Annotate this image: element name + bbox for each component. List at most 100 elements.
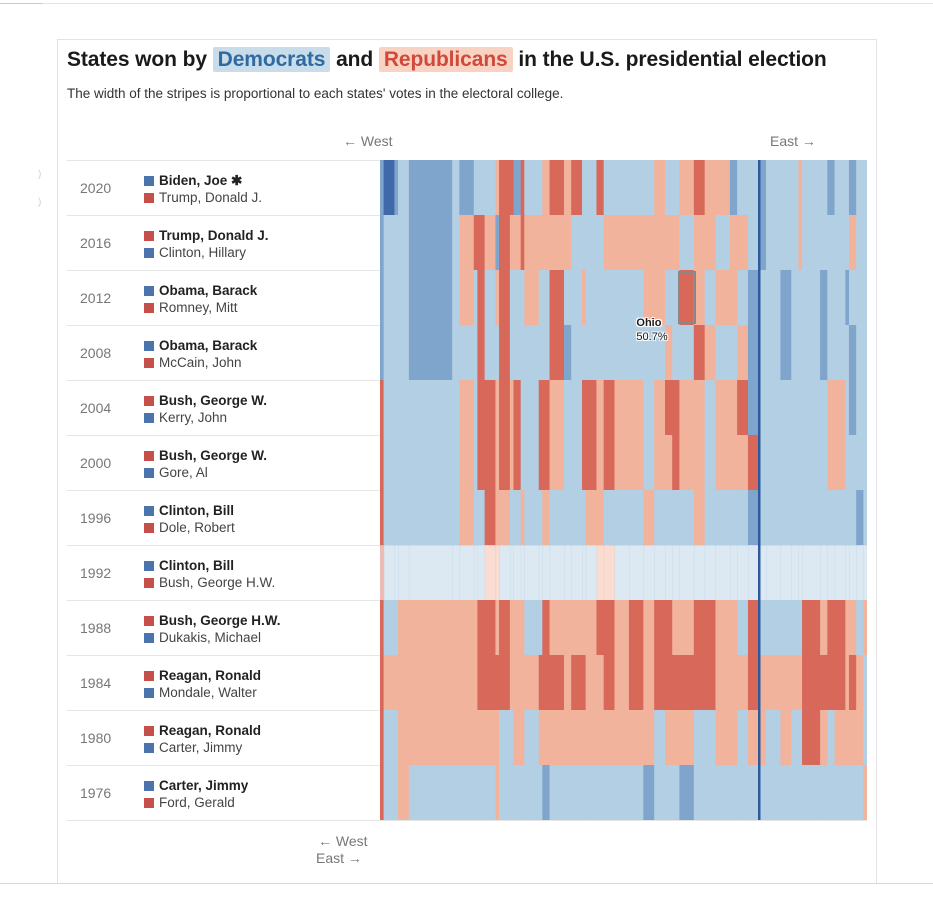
state-stripe[interactable] [513, 160, 522, 215]
state-stripe[interactable] [509, 325, 515, 380]
state-stripe[interactable] [394, 710, 399, 765]
state-stripe[interactable] [729, 545, 738, 600]
state-stripe[interactable] [596, 160, 605, 215]
state-stripe[interactable] [380, 160, 385, 215]
state-stripe[interactable] [459, 600, 475, 655]
state-stripe[interactable] [398, 270, 410, 325]
state-stripe[interactable] [765, 325, 782, 380]
state-stripe[interactable] [672, 215, 681, 270]
state-stripe[interactable] [477, 710, 486, 765]
state-stripe[interactable] [729, 325, 738, 380]
state-stripe[interactable] [383, 655, 396, 710]
state-stripe[interactable] [672, 490, 681, 545]
state-stripe[interactable] [765, 490, 782, 545]
state-stripe[interactable] [704, 655, 717, 710]
state-stripe[interactable] [542, 655, 551, 710]
state-stripe[interactable] [549, 600, 565, 655]
state-stripe[interactable] [585, 655, 598, 710]
state-stripe[interactable] [820, 655, 828, 710]
state-stripe[interactable] [693, 655, 706, 710]
state-stripe[interactable] [603, 765, 616, 820]
state-stripe[interactable] [452, 545, 460, 600]
state-stripe[interactable] [863, 325, 867, 380]
state-stripe[interactable] [520, 160, 525, 215]
state-stripe[interactable] [704, 435, 717, 490]
state-stripe[interactable] [571, 600, 583, 655]
state-stripe[interactable] [538, 215, 543, 270]
state-stripe[interactable] [820, 600, 828, 655]
state-stripe[interactable] [582, 710, 587, 765]
state-stripe[interactable] [747, 270, 760, 325]
state-stripe[interactable] [509, 600, 515, 655]
state-stripe[interactable] [596, 710, 605, 765]
state-stripe[interactable] [863, 160, 867, 215]
state-stripe[interactable] [499, 710, 511, 765]
state-stripe[interactable] [827, 215, 836, 270]
state-stripe[interactable] [614, 270, 630, 325]
state-stripe[interactable] [765, 435, 782, 490]
state-stripe[interactable] [614, 160, 630, 215]
state-stripe[interactable] [549, 545, 565, 600]
state-stripe[interactable] [408, 160, 453, 215]
state-stripe[interactable] [827, 765, 836, 820]
state-stripe[interactable] [614, 655, 630, 710]
state-stripe[interactable] [520, 215, 525, 270]
state-stripe[interactable] [758, 160, 767, 215]
state-stripe[interactable] [513, 710, 522, 765]
state-stripe[interactable] [585, 435, 598, 490]
state-stripe[interactable] [820, 710, 828, 765]
state-stripe[interactable] [398, 600, 410, 655]
state-stripe[interactable] [513, 600, 522, 655]
state-stripe[interactable] [585, 765, 598, 820]
state-stripe[interactable] [473, 710, 478, 765]
state-stripe[interactable] [509, 215, 515, 270]
state-stripe[interactable] [452, 600, 460, 655]
state-stripe[interactable] [380, 710, 385, 765]
state-stripe[interactable] [798, 380, 803, 435]
state-stripe[interactable] [585, 490, 598, 545]
state-stripe[interactable] [863, 710, 867, 765]
state-stripe[interactable] [383, 435, 396, 490]
state-stripe[interactable] [452, 710, 460, 765]
state-stripe[interactable] [672, 160, 681, 215]
state-stripe[interactable] [863, 380, 867, 435]
state-stripe[interactable] [571, 490, 583, 545]
state-stripe[interactable] [664, 160, 673, 215]
state-stripe[interactable] [848, 765, 857, 820]
state-stripe[interactable] [571, 270, 583, 325]
state-stripe[interactable] [499, 325, 511, 380]
state-stripe[interactable] [679, 545, 695, 600]
state-stripe[interactable] [856, 160, 864, 215]
state-stripe[interactable] [585, 545, 598, 600]
state-stripe[interactable] [408, 710, 453, 765]
state-stripe[interactable] [582, 490, 587, 545]
state-stripe[interactable] [802, 490, 821, 545]
state-stripe[interactable] [848, 710, 857, 765]
state-stripe[interactable] [802, 435, 821, 490]
state-stripe[interactable] [693, 490, 706, 545]
state-stripe[interactable] [679, 490, 695, 545]
state-stripe[interactable] [664, 435, 673, 490]
state-stripe[interactable] [459, 435, 475, 490]
state-stripe[interactable] [603, 545, 616, 600]
state-stripe[interactable] [520, 435, 525, 490]
state-stripe[interactable] [679, 215, 695, 270]
state-stripe[interactable] [477, 435, 486, 490]
state-stripe[interactable] [585, 215, 598, 270]
state-stripe[interactable] [758, 765, 767, 820]
state-stripe[interactable] [582, 325, 587, 380]
state-stripe[interactable] [408, 380, 453, 435]
state-stripe[interactable] [571, 435, 583, 490]
state-stripe[interactable] [603, 270, 616, 325]
state-stripe[interactable] [693, 710, 706, 765]
state-stripe[interactable] [380, 215, 385, 270]
state-stripe[interactable] [452, 655, 460, 710]
state-stripe[interactable] [747, 490, 760, 545]
state-stripe[interactable] [737, 325, 749, 380]
state-stripe[interactable] [664, 215, 673, 270]
state-stripe[interactable] [798, 325, 803, 380]
state-stripe[interactable] [737, 655, 749, 710]
state-stripe[interactable] [856, 545, 864, 600]
state-stripe[interactable] [585, 710, 598, 765]
state-stripe[interactable] [495, 490, 500, 545]
